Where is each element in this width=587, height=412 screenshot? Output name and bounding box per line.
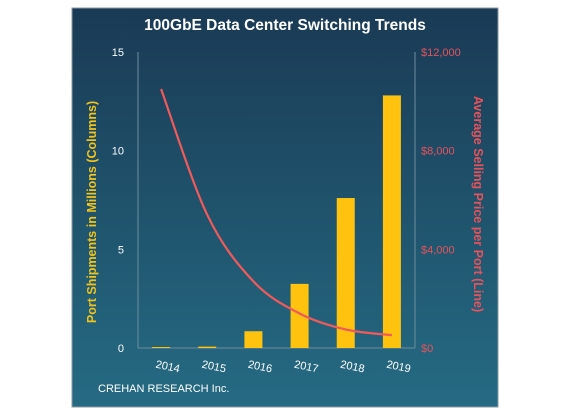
bar: [152, 347, 171, 348]
y-tick-label-right: $0: [421, 343, 433, 355]
bar: [382, 95, 401, 348]
chart-background: [71, 7, 499, 408]
x-tick-label: 2018: [339, 359, 365, 376]
x-tick-label: 2017: [293, 359, 319, 376]
bar: [290, 283, 309, 348]
y-axis-title-left: Port Shipments in Millions (Columns): [85, 101, 99, 323]
x-tick-label: 2016: [247, 359, 273, 376]
y-tick-label-left: 15: [112, 47, 124, 59]
chart-title: 100GbE Data Center Switching Trends: [144, 17, 426, 34]
bar: [336, 198, 355, 348]
y-tick-label-right: $8,000: [421, 146, 455, 158]
y-tick-label-right: $4,000: [421, 244, 455, 256]
y-tick-label-left: 5: [118, 244, 124, 256]
bar: [244, 331, 263, 348]
y-axis-title-right: Average Selling Price per Port (Line): [471, 96, 485, 312]
source-label: CREHAN RESEARCH Inc.: [98, 383, 229, 395]
y-tick-label-left: 10: [112, 146, 124, 158]
x-tick-label: 2019: [385, 359, 411, 376]
asp-line: [160, 88, 393, 337]
x-tick-label: 2014: [154, 359, 180, 376]
y-tick-label-right: $12,000: [421, 47, 461, 59]
y-tick-label-left: 0: [118, 343, 124, 355]
bar: [198, 346, 217, 348]
x-tick-label: 2015: [201, 359, 227, 376]
